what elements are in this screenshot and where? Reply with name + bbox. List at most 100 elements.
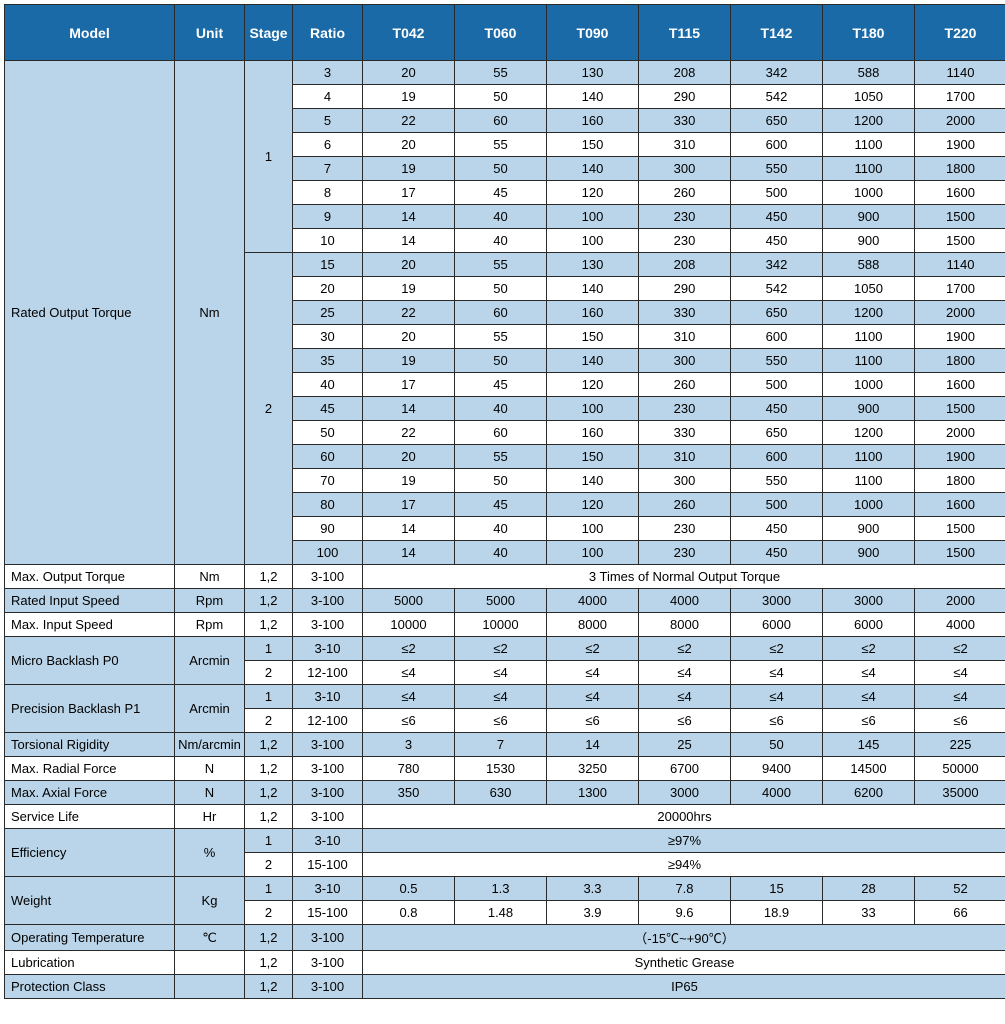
val-cell: ≤6 [455,709,547,733]
val-cell: 14 [363,205,455,229]
val-cell: 19 [363,277,455,301]
val-cell: ≤4 [823,661,915,685]
val-cell: ≤6 [363,709,455,733]
val-cell: ≤4 [363,661,455,685]
ratio-cell: 3-100 [293,757,363,781]
val-cell: 225 [915,733,1005,757]
val-cell: 20 [363,253,455,277]
val-cell: 22 [363,421,455,445]
val-cell: 588 [823,253,915,277]
val-cell: 1000 [823,493,915,517]
val-cell: 3000 [731,589,823,613]
val-cell: 150 [547,325,639,349]
val-cell: 120 [547,493,639,517]
val-cell: 350 [363,781,455,805]
ratio-cell: 10 [293,229,363,253]
ratio-cell: 3-100 [293,925,363,951]
val-cell: 60 [455,109,547,133]
col-t220: T220 [915,5,1005,61]
spec-label: Micro Backlash P0 [5,637,175,685]
val-cell: 6000 [731,613,823,637]
col-t042: T042 [363,5,455,61]
val-cell: 230 [639,397,731,421]
stage-cell: 1,2 [245,805,293,829]
val-cell: 650 [731,301,823,325]
val-cell: ≤6 [915,709,1005,733]
ratio-cell: 12-100 [293,709,363,733]
val-cell: 3 [363,733,455,757]
spec-label: Lubrication [5,951,175,975]
val-cell: 1100 [823,469,915,493]
val-cell: 10000 [363,613,455,637]
val-cell: 20 [363,325,455,349]
ratio-cell: 3-100 [293,781,363,805]
val-cell: 450 [731,517,823,541]
val-cell: 1200 [823,109,915,133]
val-cell: 1900 [915,325,1005,349]
stage-cell: 1,2 [245,975,293,999]
val-cell: 330 [639,421,731,445]
val-cell: 14 [363,541,455,565]
val-cell: ≤4 [731,661,823,685]
val-cell: 1530 [455,757,547,781]
stage-cell: 2 [245,661,293,685]
table-row: Max. Input Speed Rpm 1,2 3-100 100001000… [5,613,1005,637]
val-cell: 140 [547,85,639,109]
val-cell: 6200 [823,781,915,805]
ratio-cell: 3-100 [293,975,363,999]
val-cell: 450 [731,229,823,253]
col-t090: T090 [547,5,639,61]
val-cell: 55 [455,325,547,349]
val-cell: 50 [455,277,547,301]
val-cell: 450 [731,541,823,565]
val-cell: 4000 [731,781,823,805]
merged-cell: Synthetic Grease [363,951,1005,975]
unit-cell [175,975,245,999]
val-cell: 2000 [915,589,1005,613]
val-cell: 6000 [823,613,915,637]
rated-output-torque-label: Rated Output Torque [5,61,175,565]
val-cell: 300 [639,469,731,493]
ratio-cell: 15 [293,253,363,277]
val-cell: 55 [455,253,547,277]
val-cell: 10000 [455,613,547,637]
val-cell: 130 [547,61,639,85]
ratio-cell: 40 [293,373,363,397]
ratio-cell: 3-100 [293,805,363,829]
spec-label: Operating Temperature [5,925,175,951]
stage-cell: 1,2 [245,589,293,613]
val-cell: 300 [639,157,731,181]
spec-label: Precision Backlash P1 [5,685,175,733]
val-cell: 330 [639,301,731,325]
col-model: Model [5,5,175,61]
val-cell: 7 [455,733,547,757]
unit-cell [175,951,245,975]
val-cell: 1500 [915,541,1005,565]
unit-cell: N [175,781,245,805]
stage-cell: 1,2 [245,925,293,951]
val-cell: 230 [639,517,731,541]
val-cell: 66 [915,901,1005,925]
val-cell: 20 [363,445,455,469]
val-cell: 45 [455,181,547,205]
val-cell: 45 [455,493,547,517]
ratio-cell: 15-100 [293,853,363,877]
table-row: Micro Backlash P0 Arcmin 1 3-10 ≤2≤2≤2≤2… [5,637,1005,661]
stage-cell: 2 [245,253,293,565]
val-cell: 3.3 [547,877,639,901]
val-cell: 14 [547,733,639,757]
val-cell: 55 [455,133,547,157]
unit-cell: Rpm [175,589,245,613]
val-cell: ≤4 [915,685,1005,709]
col-t060: T060 [455,5,547,61]
val-cell: 1700 [915,85,1005,109]
val-cell: 1100 [823,445,915,469]
val-cell: 14 [363,517,455,541]
val-cell: 40 [455,517,547,541]
val-cell: 60 [455,301,547,325]
val-cell: 3000 [639,781,731,805]
val-cell: 542 [731,85,823,109]
val-cell: 630 [455,781,547,805]
val-cell: 100 [547,205,639,229]
val-cell: 160 [547,301,639,325]
